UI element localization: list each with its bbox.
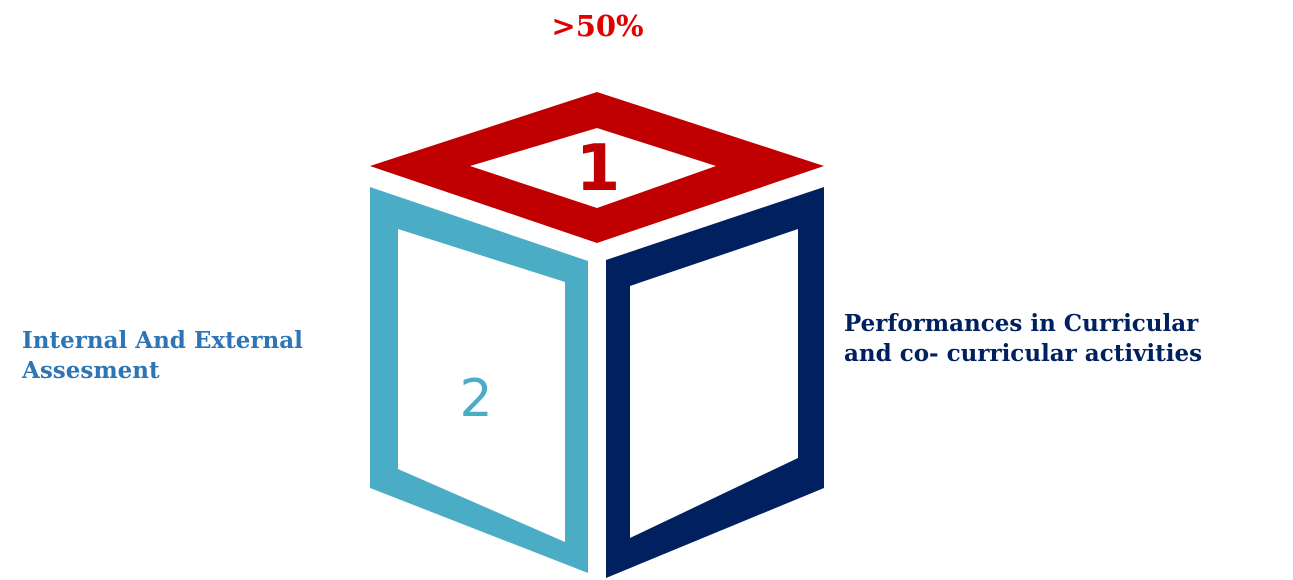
- cube-right-face: [606, 187, 824, 578]
- right-label-line-1: Performances in Curricular: [844, 310, 1199, 337]
- left-label-line-2: Assesment: [22, 357, 160, 384]
- cube-left-face: [370, 187, 588, 573]
- right-label: Performances in Curricular and co- curri…: [844, 309, 1202, 369]
- cube-top-face: [370, 92, 824, 243]
- top-face-number: 1: [576, 132, 621, 206]
- left-label: Internal And External Assesment: [22, 326, 303, 386]
- left-face-number: 2: [459, 369, 492, 429]
- right-label-line-2: and co- curricular activities: [844, 340, 1203, 367]
- left-label-line-1: Internal And External: [22, 327, 303, 354]
- top-label: >50%: [551, 9, 644, 43]
